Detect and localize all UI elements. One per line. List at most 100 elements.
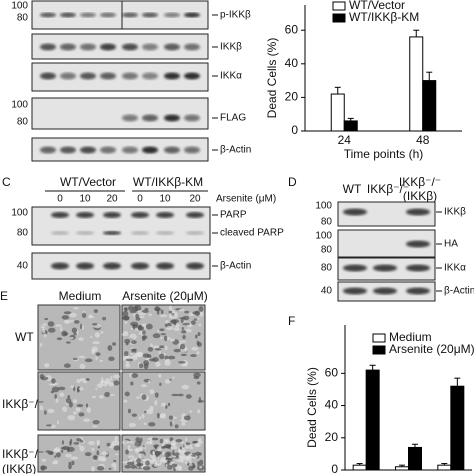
label: 80 bbox=[17, 13, 29, 24]
label: IKKβ⁻/⁻ bbox=[399, 175, 441, 189]
label: (IKKβ) bbox=[403, 189, 437, 203]
blot bbox=[31, 62, 209, 92]
cell bbox=[107, 345, 113, 351]
cell bbox=[130, 352, 137, 355]
band bbox=[51, 212, 69, 218]
band bbox=[131, 212, 149, 218]
micrograph bbox=[121, 371, 206, 431]
cell bbox=[192, 311, 200, 315]
band bbox=[156, 231, 174, 235]
cell bbox=[54, 394, 57, 399]
label: β-Actin bbox=[220, 145, 251, 156]
cell bbox=[71, 327, 78, 334]
cell bbox=[149, 436, 153, 443]
cell bbox=[159, 438, 164, 444]
band bbox=[60, 72, 76, 80]
cell bbox=[181, 330, 187, 334]
blot bbox=[337, 229, 436, 258]
cell bbox=[57, 386, 66, 391]
cell bbox=[180, 318, 184, 324]
cell bbox=[169, 446, 178, 450]
cell bbox=[115, 453, 119, 456]
cell bbox=[106, 442, 111, 447]
cell bbox=[178, 452, 187, 459]
label: 80 bbox=[17, 228, 29, 239]
cell bbox=[191, 346, 199, 351]
label: WT bbox=[15, 330, 34, 344]
cell bbox=[130, 340, 137, 345]
cell bbox=[47, 327, 56, 333]
cell bbox=[159, 382, 162, 386]
cell bbox=[124, 338, 131, 344]
cell bbox=[164, 345, 168, 351]
label: HA bbox=[444, 239, 458, 250]
y-tick-label: 0 bbox=[291, 123, 298, 137]
cell bbox=[141, 394, 147, 400]
label: 40 bbox=[17, 261, 29, 272]
cell bbox=[70, 385, 75, 389]
legend-label: WT/IKKβ-KM bbox=[349, 10, 419, 24]
label: 80 bbox=[17, 117, 29, 128]
cell bbox=[61, 449, 64, 454]
cell bbox=[113, 459, 117, 462]
blot bbox=[31, 206, 211, 246]
cell bbox=[196, 381, 201, 385]
cell bbox=[187, 453, 194, 459]
cell bbox=[84, 452, 92, 457]
y-tick-label: 40 bbox=[285, 56, 299, 70]
cell bbox=[149, 389, 155, 395]
band bbox=[184, 12, 200, 18]
band bbox=[51, 262, 69, 270]
band bbox=[156, 262, 174, 270]
bar bbox=[408, 446, 422, 471]
cell bbox=[125, 342, 129, 346]
band bbox=[184, 72, 200, 80]
cell bbox=[71, 460, 75, 466]
band bbox=[80, 146, 96, 154]
cell bbox=[65, 321, 69, 324]
band bbox=[142, 114, 158, 122]
band bbox=[76, 212, 94, 218]
cell bbox=[43, 410, 47, 415]
cell bbox=[164, 438, 171, 443]
cell bbox=[166, 464, 173, 470]
cell bbox=[97, 445, 100, 449]
cell bbox=[127, 408, 132, 414]
band bbox=[164, 43, 180, 51]
cell bbox=[168, 402, 171, 407]
cell bbox=[93, 309, 98, 313]
cell bbox=[135, 437, 141, 443]
cell bbox=[197, 400, 205, 403]
band bbox=[51, 231, 69, 235]
cell bbox=[152, 333, 161, 339]
y-tick-label: 20 bbox=[325, 430, 339, 444]
band bbox=[186, 262, 204, 270]
label: IKKβ⁻/⁻ bbox=[2, 397, 44, 411]
cell bbox=[69, 320, 74, 323]
micrograph bbox=[37, 304, 121, 371]
cell bbox=[47, 408, 55, 414]
band bbox=[76, 262, 94, 270]
cell bbox=[165, 404, 168, 409]
cell bbox=[175, 438, 183, 443]
cell bbox=[174, 424, 179, 429]
cell bbox=[161, 446, 166, 449]
cell bbox=[189, 444, 193, 448]
cell bbox=[88, 315, 95, 319]
label: 80 bbox=[321, 263, 333, 274]
band bbox=[142, 43, 158, 51]
cell bbox=[66, 341, 71, 344]
cell bbox=[79, 363, 86, 370]
cell bbox=[142, 466, 151, 471]
cell bbox=[160, 333, 166, 336]
cell bbox=[131, 373, 139, 378]
cell bbox=[42, 323, 48, 326]
band bbox=[103, 262, 121, 270]
cell bbox=[114, 435, 118, 441]
cell bbox=[189, 410, 193, 413]
label: β-Actin bbox=[220, 261, 251, 272]
cell bbox=[78, 355, 86, 359]
cell bbox=[134, 327, 139, 331]
cell bbox=[144, 410, 147, 414]
